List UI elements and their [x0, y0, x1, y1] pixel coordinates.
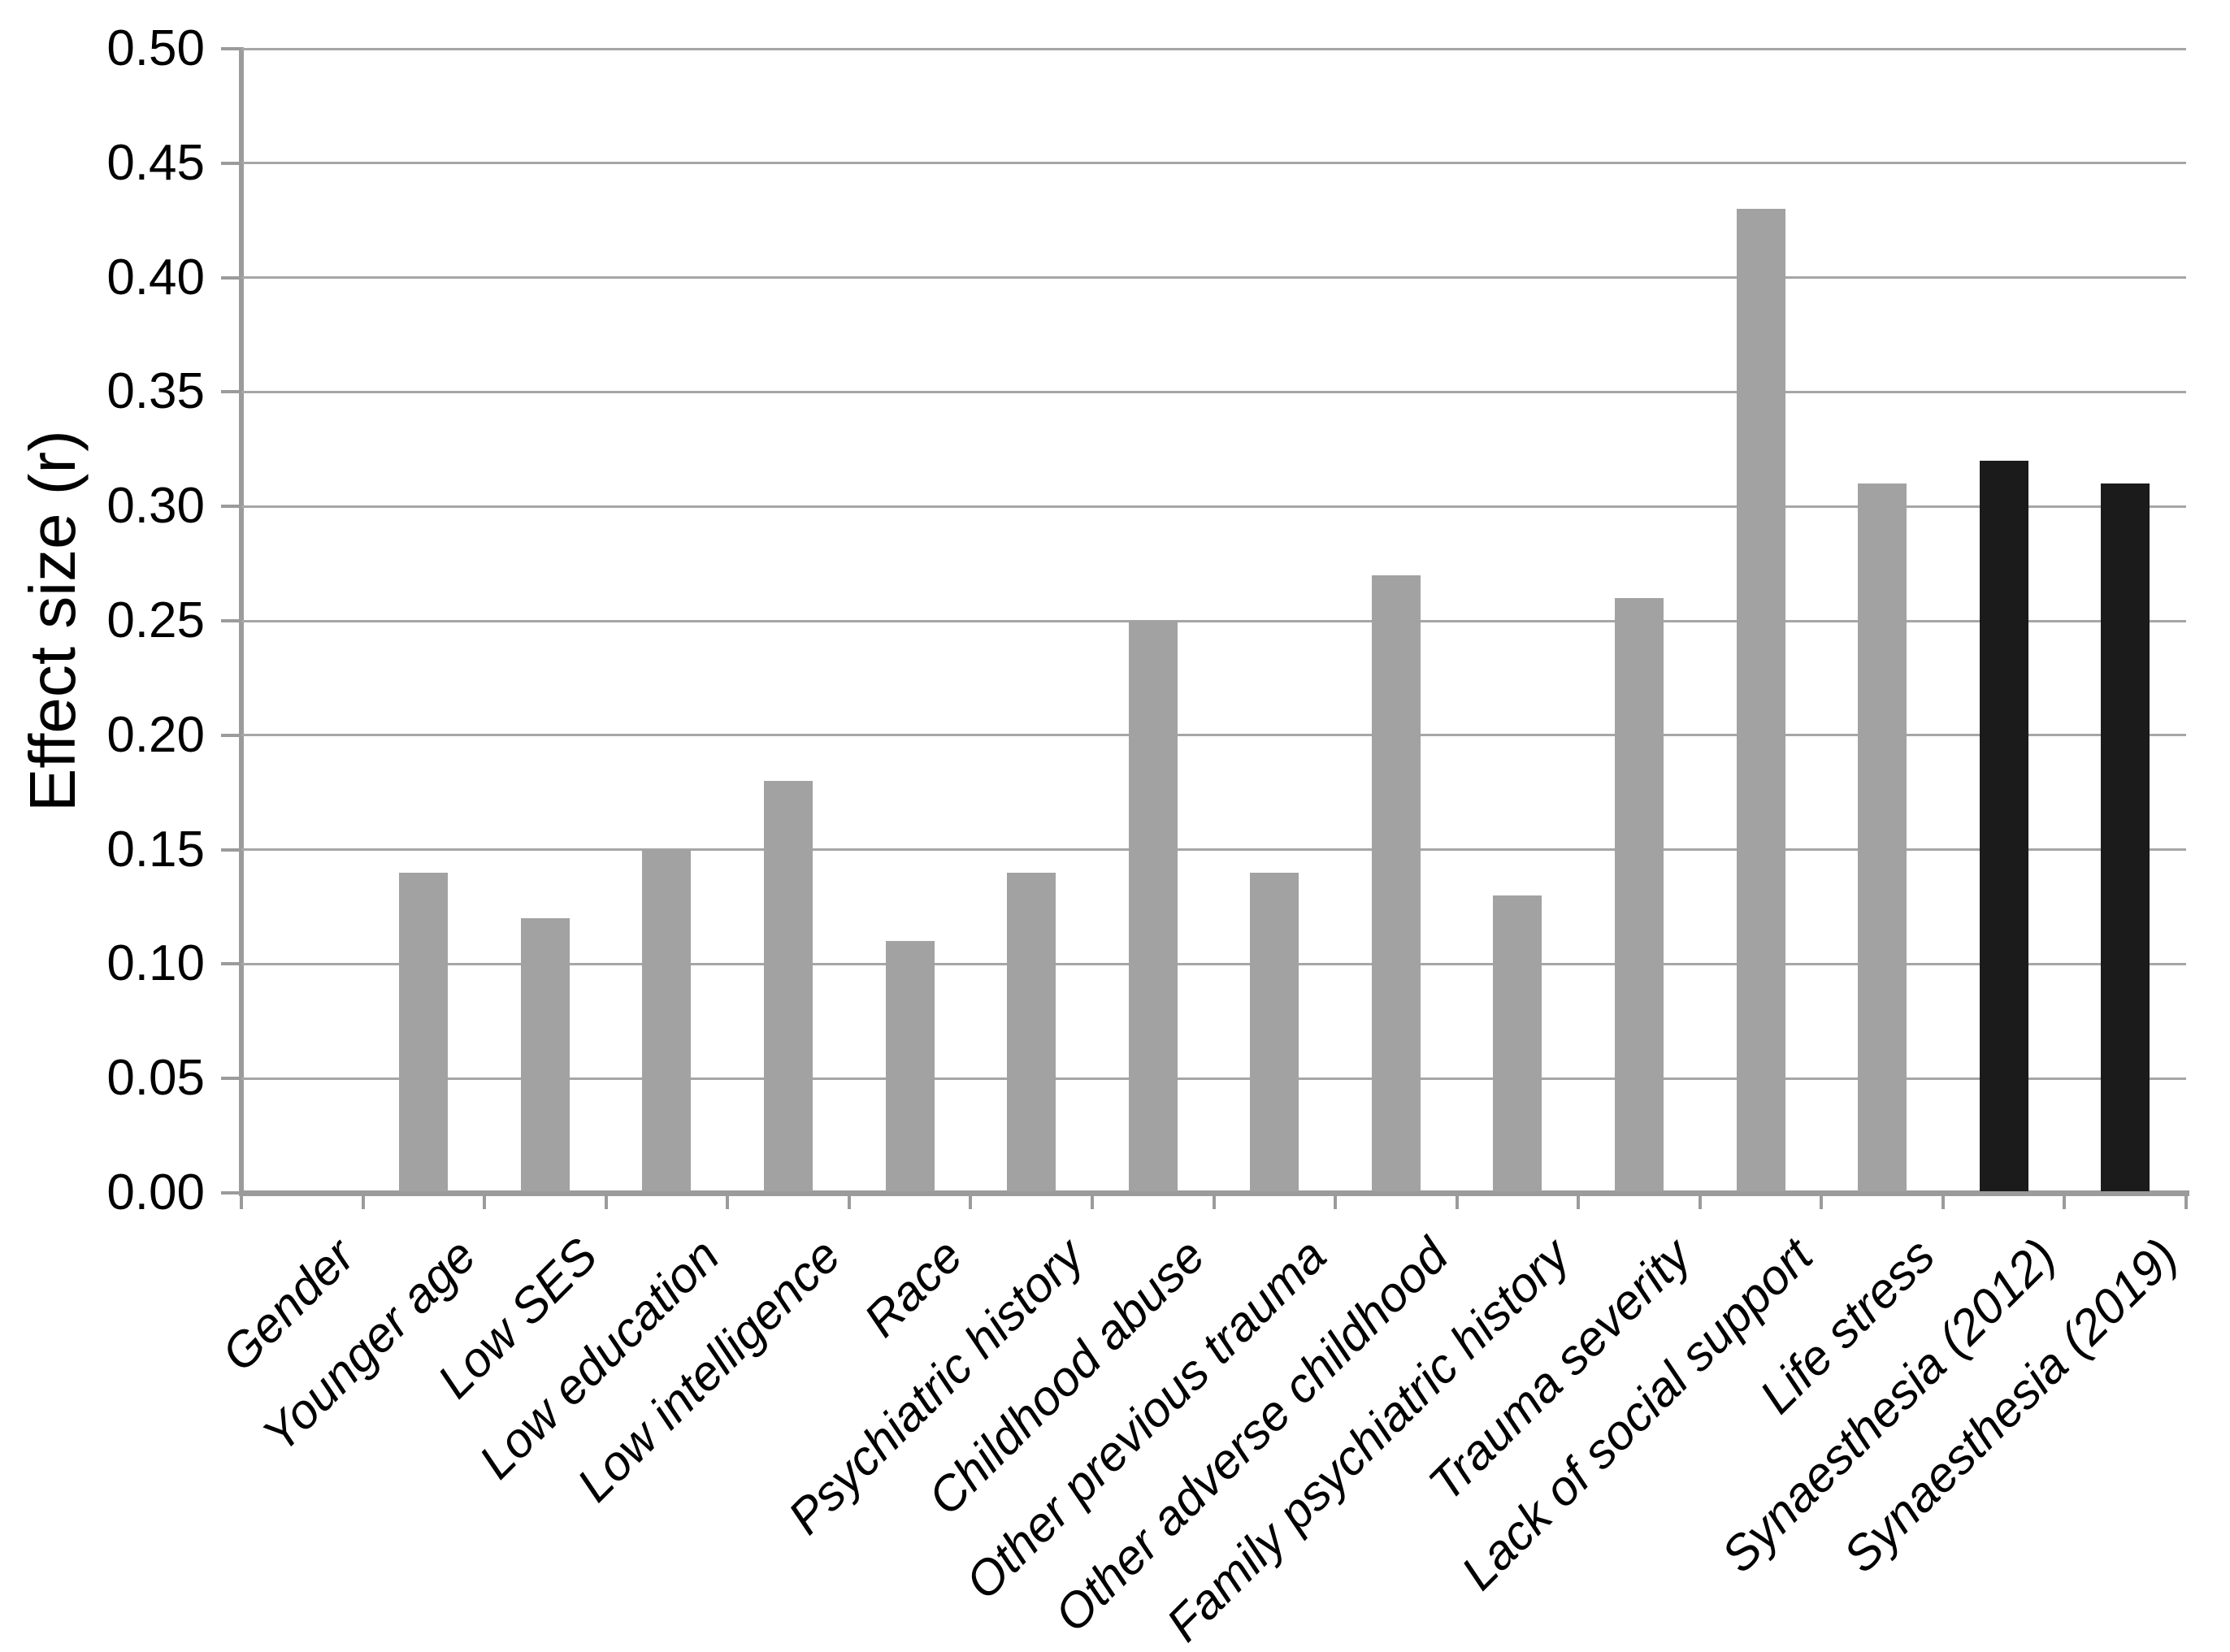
y-axis-tick: [221, 47, 239, 50]
bar-synaesthesia-2019: [2101, 483, 2150, 1191]
y-axis-tick-label: 0.30: [106, 478, 205, 535]
gridline: [241, 162, 2186, 165]
bar-younger-age: [399, 872, 449, 1191]
bar-psychiatric-history: [1007, 872, 1056, 1191]
y-axis-tick: [221, 1191, 239, 1195]
x-axis-tick: [1334, 1193, 1338, 1209]
bar-low-intelligence: [764, 781, 813, 1191]
gridline: [241, 276, 2186, 280]
gridline: [241, 848, 2186, 852]
y-axis-tick: [221, 275, 239, 280]
gridline: [241, 505, 2186, 508]
bar-low-ses: [520, 918, 570, 1191]
x-axis-tick: [726, 1193, 730, 1209]
y-axis-tick-label: 0.15: [106, 821, 205, 878]
y-axis-tick: [221, 161, 239, 165]
x-axis-tick: [1941, 1193, 1945, 1209]
y-axis-tick-label: 0.50: [106, 20, 205, 76]
y-axis-tick-label: 0.45: [106, 134, 205, 191]
gridline: [241, 47, 2186, 50]
x-axis-tick: [604, 1193, 608, 1209]
bar-race: [885, 941, 935, 1191]
gridline: [241, 734, 2186, 737]
bar-lack-of-social-support: [1736, 209, 1785, 1191]
gridline: [241, 619, 2186, 622]
bar-trauma-severity: [1614, 597, 1664, 1191]
bar-other-adverse-childhood: [1371, 575, 1421, 1191]
effect-size-bar-chart: Effect size (r) 0.00 0.05 0.10 0.15 0.20 0.25…: [16, 20, 2189, 1652]
bar-low-education: [642, 849, 692, 1191]
bar-life-stress: [1858, 483, 1907, 1191]
bar-family-psychiatric-history: [1493, 895, 1542, 1191]
x-axis-tick: [969, 1193, 973, 1209]
gridline: [241, 1077, 2186, 1080]
bar-other-previous-trauma: [1250, 872, 1299, 1191]
y-axis-tick-label: 0.05: [106, 1050, 205, 1107]
y-axis-tick: [221, 505, 239, 509]
y-axis-tick: [221, 962, 239, 966]
y-axis-tick: [221, 1077, 239, 1081]
x-axis-tick: [1212, 1193, 1216, 1209]
y-axis-tick-label: 0.40: [106, 249, 205, 306]
gridline: [241, 390, 2186, 393]
x-axis-tick: [1820, 1193, 1824, 1209]
x-axis-tick: [2184, 1193, 2188, 1209]
x-axis-tick: [483, 1193, 487, 1209]
y-axis-tick-label: 0.20: [106, 706, 205, 763]
x-axis-tick: [1090, 1193, 1094, 1209]
bar-synaesthesia-2012: [1979, 460, 2028, 1191]
x-axis-tick: [1577, 1193, 1581, 1209]
gridline: [241, 962, 2186, 965]
x-axis-tick: [1698, 1193, 1702, 1209]
y-axis-tick-label: 0.00: [106, 1164, 205, 1221]
y-axis-tick: [221, 733, 239, 737]
x-axis-tick: [361, 1193, 365, 1209]
x-axis-tick: [240, 1193, 243, 1209]
y-axis-tick: [221, 848, 239, 852]
y-axis-tick-label: 0.35: [106, 363, 205, 420]
y-axis-tick-label: 0.10: [106, 935, 205, 992]
y-axis-tick-label: 0.25: [106, 592, 205, 648]
x-axis-tick: [847, 1193, 851, 1209]
x-axis-tick: [2063, 1193, 2067, 1209]
x-axis-tick: [1455, 1193, 1459, 1209]
y-axis-tick: [221, 619, 239, 622]
bar-childhood-abuse: [1128, 621, 1178, 1191]
y-axis-tick: [221, 390, 239, 394]
